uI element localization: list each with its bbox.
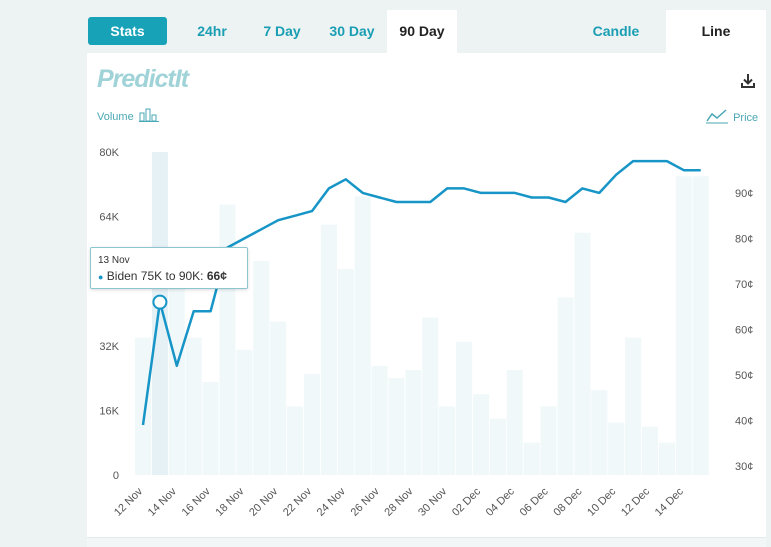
chart-tooltip: 13 Nov ● Biden 75K to 90K: 66¢ [90, 247, 248, 289]
volume-bar [270, 322, 286, 475]
volume-bar [422, 318, 438, 476]
volume-bar [389, 378, 405, 475]
price-tick-label: 60¢ [735, 324, 753, 336]
volume-bar [439, 406, 455, 475]
volume-bar [203, 382, 219, 475]
highlight-point [153, 296, 166, 309]
tooltip-series: Biden 75K to 90K: [107, 269, 207, 283]
x-tick-label: 16 Nov [180, 485, 213, 518]
x-tick-label: 04 Dec [484, 485, 517, 518]
volume-bar [473, 394, 489, 475]
x-tick-label: 12 Nov [112, 485, 145, 518]
x-tick-label: 30 Nov [416, 485, 449, 518]
x-tick-label: 06 Dec [518, 485, 551, 518]
volume-tick-label: 0 [113, 470, 119, 482]
volume-bar [321, 225, 337, 475]
volume-bar [169, 265, 185, 475]
volume-bar [304, 374, 320, 475]
x-tick-label: 10 Dec [585, 485, 618, 518]
volume-bar [135, 338, 151, 475]
volume-bar [524, 443, 540, 475]
x-tick-label: 28 Nov [382, 485, 415, 518]
volume-bar [507, 370, 523, 475]
volume-bar [490, 419, 506, 476]
volume-bar [642, 427, 658, 475]
volume-bar [591, 390, 607, 475]
volume-tick-label: 80K [99, 147, 119, 159]
volume-bar [186, 338, 202, 475]
volume-bar [372, 366, 388, 475]
volume-bar [287, 406, 303, 475]
volume-bar [236, 350, 252, 475]
volume-bar [608, 423, 624, 476]
x-tick-label: 14 Nov [146, 485, 179, 518]
price-tick-label: 70¢ [735, 279, 753, 291]
x-tick-label: 26 Nov [349, 485, 382, 518]
price-tick-label: 90¢ [735, 188, 753, 200]
volume-tick-label: 16K [99, 405, 119, 417]
volume-bar [541, 406, 557, 475]
volume-bar [574, 233, 590, 475]
volume-bar [338, 269, 354, 475]
volume-bar [625, 338, 641, 475]
volume-bar [355, 196, 371, 475]
x-tick-label: 02 Dec [450, 485, 483, 518]
volume-bar [693, 176, 709, 475]
volume-bar [659, 443, 675, 475]
volume-bar [253, 261, 269, 475]
series-dot-icon: ● [98, 272, 103, 282]
volume-bar [676, 176, 692, 475]
x-tick-label: 24 Nov [315, 485, 348, 518]
tooltip-value: 66¢ [207, 269, 227, 283]
price-tick-label: 40¢ [735, 415, 753, 427]
price-tick-label: 30¢ [735, 461, 753, 473]
volume-tick-label: 64K [99, 212, 119, 224]
tooltip-date: 13 Nov [98, 255, 240, 266]
x-tick-label: 20 Nov [247, 485, 280, 518]
x-tick-label: 12 Dec [619, 485, 652, 518]
volume-tick-label: 32K [99, 341, 119, 353]
volume-bar [405, 370, 421, 475]
tooltip-row: ● Biden 75K to 90K: 66¢ [98, 269, 240, 283]
x-tick-label: 18 Nov [213, 485, 246, 518]
volume-bar [456, 342, 472, 475]
price-tick-label: 80¢ [735, 233, 753, 245]
x-tick-label: 14 Dec [653, 485, 686, 518]
volume-bar [558, 297, 574, 475]
x-tick-label: 08 Dec [551, 485, 584, 518]
price-tick-label: 50¢ [735, 370, 753, 382]
x-tick-label: 22 Nov [281, 485, 314, 518]
volume-bar [152, 152, 168, 475]
